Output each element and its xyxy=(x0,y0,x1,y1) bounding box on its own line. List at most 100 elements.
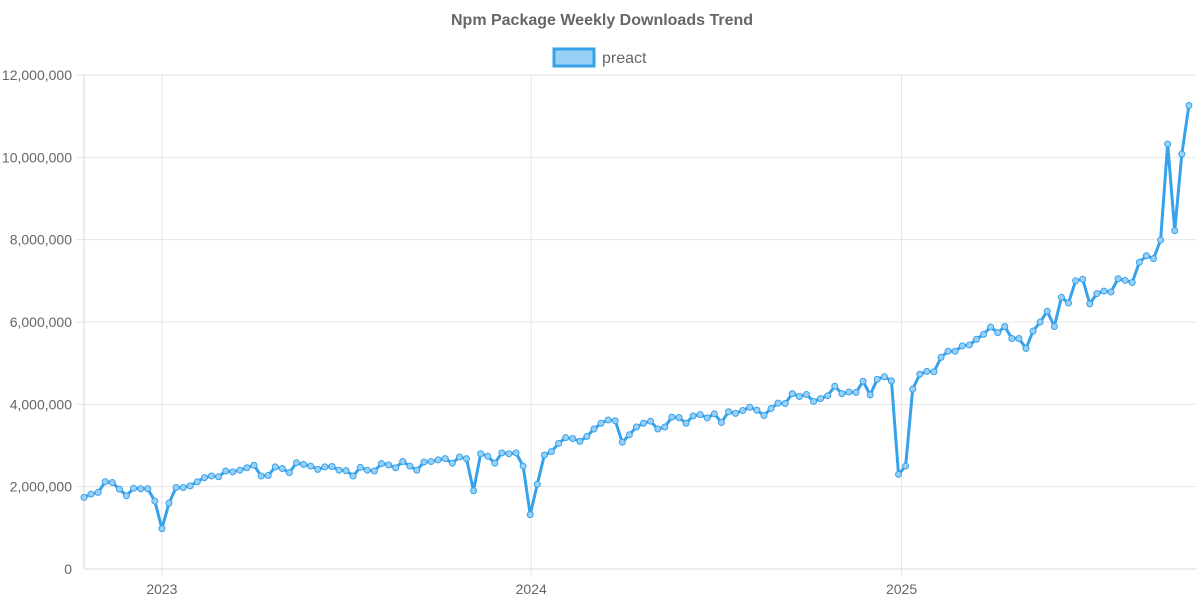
data-point[interactable] xyxy=(831,382,839,390)
data-point[interactable] xyxy=(144,485,152,493)
data-point[interactable] xyxy=(80,493,88,501)
data-point[interactable] xyxy=(675,414,683,422)
data-point[interactable] xyxy=(158,525,166,533)
data-point[interactable] xyxy=(845,388,853,396)
data-point[interactable] xyxy=(1150,255,1157,263)
data-point[interactable] xyxy=(859,377,867,385)
data-point[interactable] xyxy=(810,397,818,405)
data-point[interactable] xyxy=(1142,252,1150,260)
data-point[interactable] xyxy=(1029,327,1037,335)
data-point[interactable] xyxy=(1171,227,1179,235)
data-point[interactable] xyxy=(1178,150,1186,158)
data-point[interactable] xyxy=(802,390,810,398)
data-point[interactable] xyxy=(852,388,860,396)
data-point[interactable] xyxy=(342,467,350,475)
data-point[interactable] xyxy=(972,335,980,343)
data-point[interactable] xyxy=(1128,278,1136,286)
data-point[interactable] xyxy=(739,407,747,415)
data-point[interactable] xyxy=(533,480,541,488)
data-point[interactable] xyxy=(661,423,669,431)
data-point[interactable] xyxy=(689,412,697,420)
data-point[interactable] xyxy=(420,458,428,466)
data-point[interactable] xyxy=(1121,276,1129,284)
data-point[interactable] xyxy=(732,409,740,417)
data-point[interactable] xyxy=(1164,140,1172,148)
data-point[interactable] xyxy=(470,487,478,495)
data-point[interactable] xyxy=(987,323,995,331)
data-point[interactable] xyxy=(604,416,612,424)
data-point[interactable] xyxy=(965,341,973,349)
data-point[interactable] xyxy=(923,367,931,375)
data-point[interactable] xyxy=(491,459,499,467)
data-point[interactable] xyxy=(335,466,343,474)
data-point[interactable] xyxy=(1100,287,1108,295)
data-point[interactable] xyxy=(703,414,711,422)
data-point[interactable] xyxy=(781,400,789,408)
data-point[interactable] xyxy=(760,411,768,419)
legend[interactable]: preact xyxy=(552,47,647,68)
data-point[interactable] xyxy=(838,390,846,398)
data-point[interactable] xyxy=(87,490,95,498)
data-point[interactable] xyxy=(385,461,393,469)
data-point[interactable] xyxy=(1050,323,1058,331)
data-point[interactable] xyxy=(654,425,662,433)
data-point[interactable] xyxy=(1107,288,1115,296)
data-point[interactable] xyxy=(951,347,959,355)
data-point[interactable] xyxy=(300,460,308,468)
data-point[interactable] xyxy=(980,330,988,338)
data-point[interactable] xyxy=(788,390,796,398)
data-point[interactable] xyxy=(902,462,910,470)
data-point[interactable] xyxy=(151,497,159,505)
data-point[interactable] xyxy=(477,450,485,458)
data-point[interactable] xyxy=(307,462,315,470)
data-point[interactable] xyxy=(526,511,534,519)
data-point[interactable] xyxy=(441,455,449,463)
data-point[interactable] xyxy=(328,463,336,470)
data-point[interactable] xyxy=(264,472,272,480)
data-point[interactable] xyxy=(696,411,704,419)
data-point[interactable] xyxy=(540,451,548,459)
data-point[interactable] xyxy=(710,410,718,418)
data-point[interactable] xyxy=(229,468,237,476)
data-point[interactable] xyxy=(562,434,570,442)
data-point[interactable] xyxy=(647,417,655,425)
data-point[interactable] xyxy=(498,449,506,457)
data-point[interactable] xyxy=(774,399,782,407)
data-point[interactable] xyxy=(717,418,725,426)
data-point[interactable] xyxy=(165,499,173,507)
data-point[interactable] xyxy=(314,465,322,473)
data-point[interactable] xyxy=(271,463,279,471)
data-point[interactable] xyxy=(576,437,584,445)
data-point[interactable] xyxy=(1093,290,1101,298)
data-point[interactable] xyxy=(448,459,456,467)
data-point[interactable] xyxy=(115,485,123,493)
data-point[interactable] xyxy=(1079,275,1087,283)
data-point[interactable] xyxy=(108,479,116,487)
data-point[interactable] xyxy=(880,373,888,381)
data-point[interactable] xyxy=(1043,307,1051,315)
data-point[interactable] xyxy=(257,472,265,480)
data-point[interactable] xyxy=(611,417,619,425)
data-point[interactable] xyxy=(1022,344,1030,352)
data-point[interactable] xyxy=(406,462,414,470)
data-point[interactable] xyxy=(377,460,385,468)
data-point[interactable] xyxy=(817,395,825,403)
data-point[interactable] xyxy=(1065,299,1073,307)
data-point[interactable] xyxy=(356,463,364,471)
data-point[interactable] xyxy=(363,466,371,474)
data-point[interactable] xyxy=(186,482,194,490)
data-point[interactable] xyxy=(632,423,640,431)
data-point[interactable] xyxy=(505,450,513,458)
data-point[interactable] xyxy=(958,342,966,350)
data-point[interactable] xyxy=(292,459,300,467)
data-point[interactable] xyxy=(94,488,102,496)
data-point[interactable] xyxy=(130,484,138,492)
data-point[interactable] xyxy=(413,466,421,474)
data-point[interactable] xyxy=(1036,318,1044,326)
data-point[interactable] xyxy=(1015,334,1023,342)
data-point[interactable] xyxy=(753,406,761,414)
data-point[interactable] xyxy=(1135,258,1143,266)
data-point[interactable] xyxy=(1057,293,1065,301)
data-point[interactable] xyxy=(916,370,924,378)
data-point[interactable] xyxy=(278,465,286,473)
